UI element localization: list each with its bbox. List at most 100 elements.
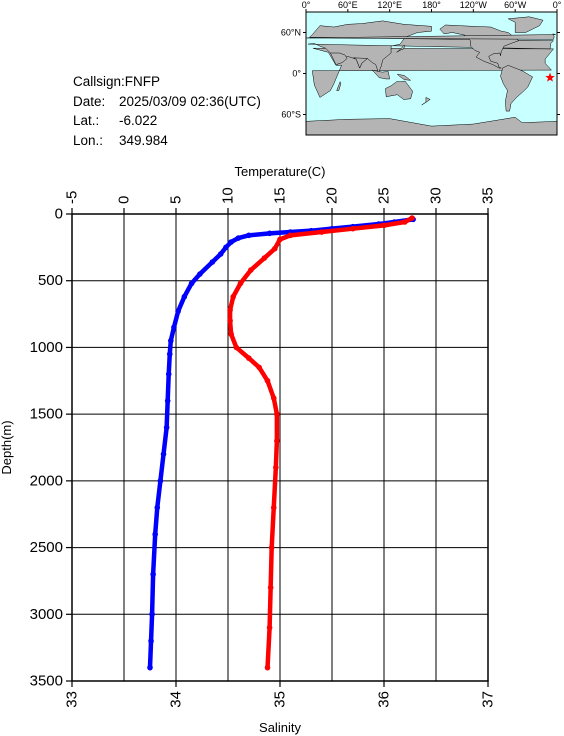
depth-tick-label: 3500	[30, 673, 63, 690]
map-lon-tick-label: 60°W	[504, 0, 527, 10]
salinity-data-point	[230, 293, 236, 300]
temperature-data-point	[188, 280, 195, 287]
lat-row: Lat.: -6.022	[73, 111, 261, 131]
lon-label: Lon.:	[73, 132, 104, 148]
map-lon-tick-label: 0°	[302, 0, 311, 10]
salinity-tick-label: 36	[376, 691, 393, 708]
temperature-tick-label: 30	[428, 187, 445, 204]
map-lon-tick-label: 120°E	[377, 0, 402, 10]
map-lat-tick-label: 60°N	[281, 28, 301, 38]
depth-tick-label: 3000	[30, 606, 63, 623]
land-japan	[396, 45, 406, 53]
salinity-data-point	[237, 280, 244, 287]
salinity-data-point	[264, 377, 271, 384]
temperature-data-point	[147, 664, 153, 671]
salinity-data-point	[274, 411, 280, 417]
salinity-data-point	[256, 364, 263, 371]
temperature-data-point	[175, 308, 181, 315]
temperature-tick-label: 10	[220, 187, 237, 204]
temperature-data-point	[160, 451, 167, 457]
salinity-data-point	[246, 355, 252, 361]
temperature-tick-label: 25	[376, 187, 393, 204]
land-greenland	[507, 16, 544, 33]
land-uk	[306, 33, 556, 40]
map-lon-tick-label: 180°	[422, 0, 441, 10]
depth-tick-label: 1000	[30, 339, 63, 356]
temperature-data-point	[228, 239, 234, 245]
map-lon-tick-label: 0°	[553, 0, 562, 10]
salinity-data-point	[268, 544, 275, 551]
salinity-data-point	[287, 232, 294, 239]
salinity-tick-label: 37	[480, 691, 497, 708]
salinity-tick-label: 34	[168, 691, 185, 708]
temperature-tick-label: -5	[64, 191, 81, 204]
depth-tick-label: 2000	[30, 472, 63, 489]
land-southeast-asia	[371, 69, 390, 80]
temperature-axis-label: Temperature(C)	[234, 164, 325, 179]
salinity-data-point	[381, 222, 387, 229]
lat-label: Lat.:	[73, 113, 100, 128]
temperature-data-point	[149, 611, 155, 618]
salinity-data-point	[277, 236, 283, 243]
temperature-data-point	[148, 638, 154, 644]
land-new-guinea	[396, 73, 412, 81]
salinity-data-point	[273, 464, 279, 471]
temperature-data-point	[266, 230, 273, 237]
map-lat-tick-label: 60°S	[281, 110, 301, 120]
temperature-data-point	[181, 293, 188, 300]
land-india	[353, 57, 368, 69]
salinity-data-point	[274, 438, 280, 444]
map-lat-tick-label: 0°	[292, 69, 301, 79]
temperature-data-point	[235, 235, 242, 241]
temperature-data-point	[223, 244, 229, 251]
temperature-data-point	[168, 337, 174, 344]
salinity-data-point	[318, 229, 325, 235]
salinity-data-point	[248, 267, 254, 273]
salinity-tick-label: 33	[64, 691, 81, 708]
salinity-profile-line	[227, 215, 415, 670]
salinity-data-point	[267, 584, 274, 591]
land-madagascar	[336, 80, 342, 91]
depth-tick-label: 2500	[30, 539, 63, 556]
temperature-data-point	[166, 351, 173, 357]
salinity-data-point	[272, 245, 278, 252]
salinity-data-point	[261, 255, 268, 261]
temperature-data-point	[164, 398, 171, 404]
profile-plot: -5 0 5 10 15 20 25 30 35 Temperature(C) 33 34 35 36 37…	[0, 164, 497, 735]
salinity-data-point	[270, 395, 277, 401]
temperature-tick-label: 35	[480, 187, 497, 204]
salinity-data-point	[227, 317, 233, 324]
temperature-tick-label: 5	[168, 196, 185, 204]
land-new-zealand	[421, 97, 431, 106]
salinity-data-point	[270, 504, 277, 511]
depth-axis-label: Depth(m)	[0, 420, 14, 474]
temperature-data-point	[197, 271, 203, 277]
depth-tick-label: 500	[38, 272, 63, 289]
salinity-tick-label: 35	[272, 691, 289, 708]
temperature-data-point	[217, 251, 224, 257]
lat-value: -6.022	[119, 113, 158, 128]
date-value: 2025/03/09 02:36(UTC)	[119, 93, 261, 109]
lon-value: 349.984	[119, 132, 168, 148]
salinity-data-point	[228, 331, 234, 337]
temperature-tick-label: 20	[324, 187, 341, 204]
location-map: 0° 60°E 120°E 180° 120°W 60°W 0° 60°N 0° 60°S	[281, 0, 562, 136]
callsign-text: Callsign:FNFP	[73, 74, 161, 89]
depth-tick-label: 0	[55, 206, 63, 223]
salinity-data-point	[233, 344, 240, 351]
temperature-data-point	[171, 324, 177, 331]
salinity-data-point	[409, 215, 415, 221]
temperature-data-point	[163, 424, 170, 431]
date-label: Date:	[73, 93, 106, 109]
station-info: Callsign:FNFP Date: 2025/03/09 02:36(UTC)…	[73, 72, 261, 150]
temperature-data-point	[150, 571, 156, 578]
temperature-data-point	[154, 504, 161, 511]
temperature-tick-label: 15	[272, 187, 289, 204]
salinity-data-point	[402, 219, 408, 225]
salinity-axis-label: Salinity	[259, 720, 301, 735]
temperature-data-point	[165, 371, 172, 377]
temperature-data-point	[246, 232, 252, 239]
temperature-data-point	[157, 478, 164, 484]
date-row: Date: 2025/03/09 02:36(UTC)	[73, 92, 261, 112]
